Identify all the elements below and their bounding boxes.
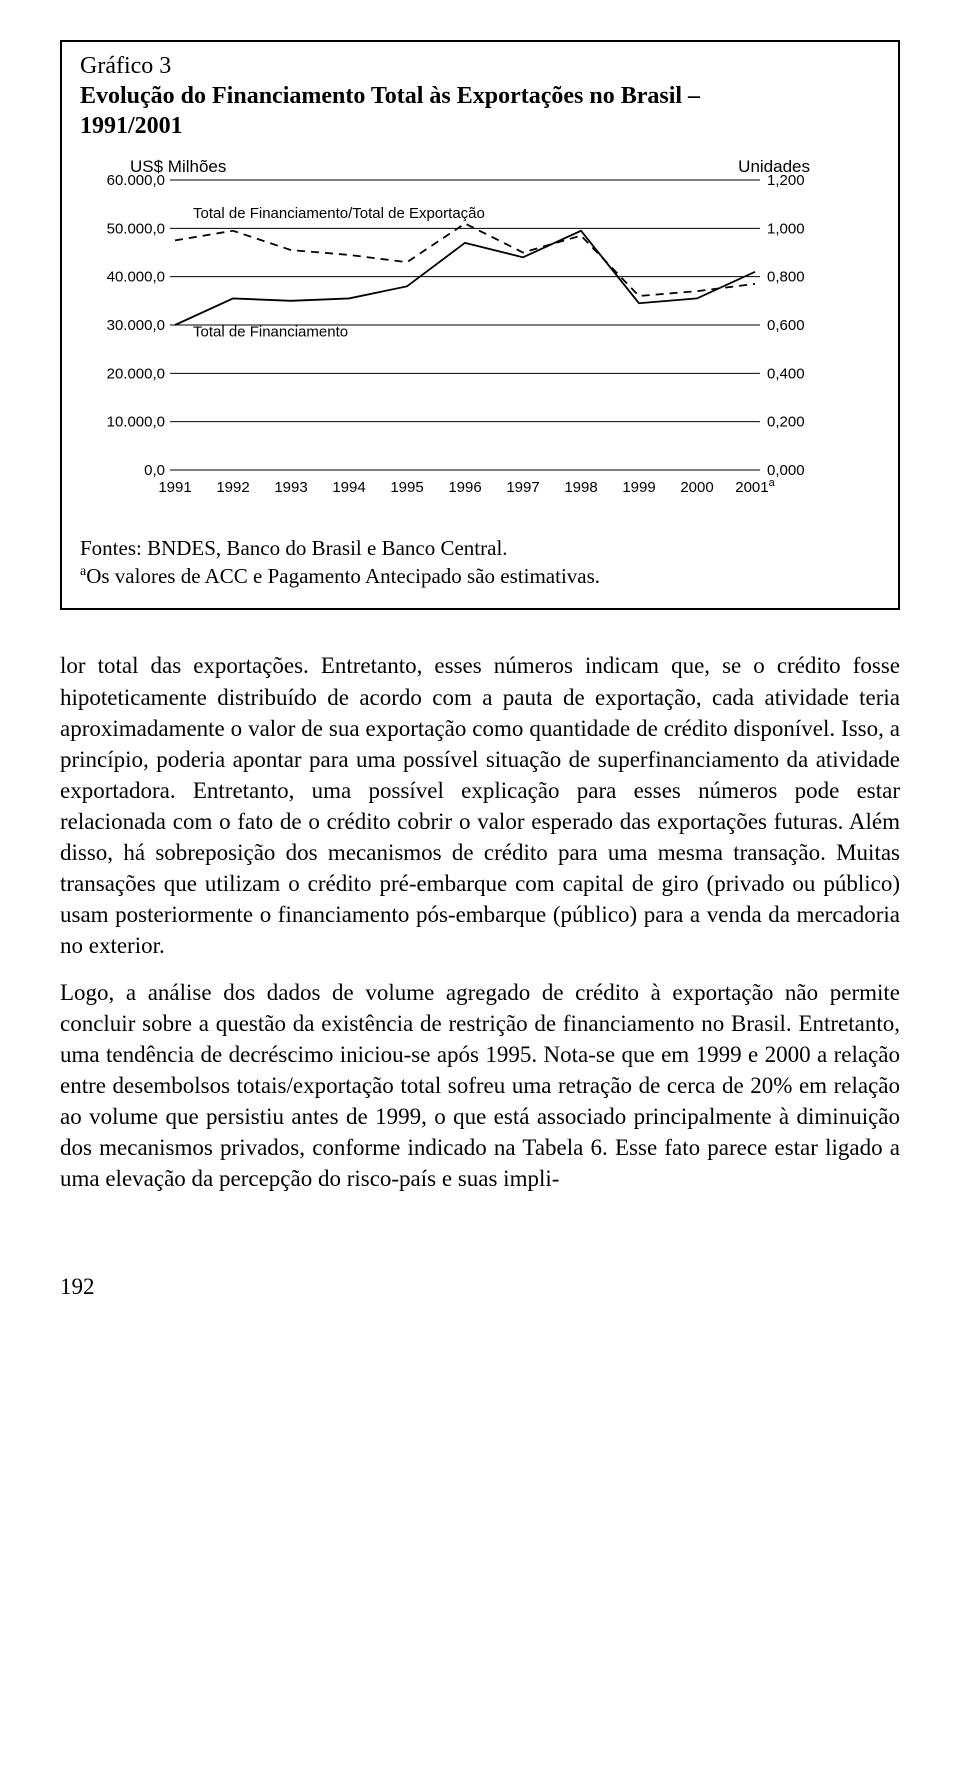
sources-line1: Fontes: BNDES, Banco do Brasil e Banco C… — [80, 534, 880, 562]
svg-text:1998: 1998 — [564, 479, 597, 496]
svg-text:1992: 1992 — [216, 479, 249, 496]
chart-container: Gráfico 3 Evolução do Financiamento Tota… — [60, 40, 900, 610]
svg-text:20.000,0: 20.000,0 — [107, 365, 165, 382]
chart-pretitle: Gráfico 3 — [80, 52, 880, 81]
svg-text:1994: 1994 — [332, 479, 365, 496]
sources-line2-text: Os valores de ACC e Pagamento Antecipado… — [86, 564, 600, 588]
chart-title-line1: Evolução do Financiamento Total às Expor… — [80, 83, 700, 109]
svg-text:US$ Milhões: US$ Milhões — [130, 157, 226, 176]
svg-text:1,000: 1,000 — [767, 220, 805, 237]
svg-text:1997: 1997 — [506, 479, 539, 496]
svg-text:30.000,0: 30.000,0 — [107, 317, 165, 334]
svg-text:0,200: 0,200 — [767, 413, 805, 430]
svg-text:Total de Financiamento: Total de Financiamento — [193, 323, 348, 340]
svg-text:1993: 1993 — [274, 479, 307, 496]
svg-text:2000: 2000 — [680, 479, 713, 496]
svg-text:1991: 1991 — [158, 479, 191, 496]
svg-text:0,600: 0,600 — [767, 317, 805, 334]
svg-text:10.000,0: 10.000,0 — [107, 413, 165, 430]
svg-text:40.000,0: 40.000,0 — [107, 268, 165, 285]
paragraph-1: lor total das exportações. Entretanto, e… — [60, 650, 900, 960]
paragraph-2: Logo, a análise dos dados de volume agre… — [60, 977, 900, 1194]
svg-text:50.000,0: 50.000,0 — [107, 220, 165, 237]
chart-title: Evolução do Financiamento Total às Expor… — [80, 81, 880, 141]
svg-text:1995: 1995 — [390, 479, 423, 496]
svg-text:0,400: 0,400 — [767, 365, 805, 382]
svg-text:0,800: 0,800 — [767, 268, 805, 285]
chart-sources: Fontes: BNDES, Banco do Brasil e Banco C… — [80, 534, 880, 591]
svg-text:1999: 1999 — [622, 479, 655, 496]
svg-text:0,0: 0,0 — [144, 462, 165, 479]
svg-text:2001a: 2001a — [735, 477, 775, 496]
chart-title-line2: 1991/2001 — [80, 113, 183, 139]
sources-line2: aOs valores de ACC e Pagamento Antecipad… — [80, 562, 880, 590]
line-chart: 60.000,050.000,040.000,030.000,020.000,0… — [80, 155, 880, 520]
svg-text:Total de Financiamento/Total d: Total de Financiamento/Total de Exportaç… — [193, 205, 485, 222]
svg-text:1996: 1996 — [448, 479, 481, 496]
page-number: 192 — [60, 1274, 900, 1300]
svg-text:Unidades: Unidades — [738, 157, 810, 176]
body-text: lor total das exportações. Entretanto, e… — [60, 650, 900, 1194]
